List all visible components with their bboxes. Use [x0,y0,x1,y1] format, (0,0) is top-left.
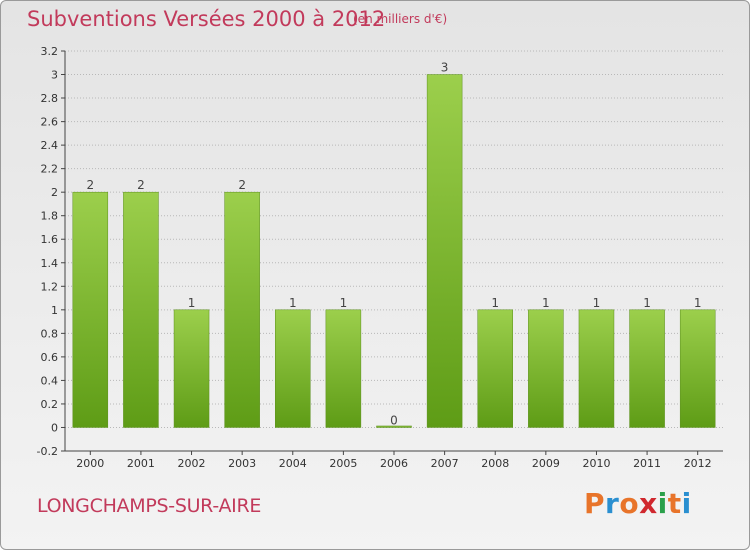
data-label: 2 [86,178,94,192]
bar [426,74,463,428]
logo-letter: i [681,487,692,520]
commune-name: LONGCHAMPS-SUR-AIRE [37,495,262,517]
logo-letter: i [657,487,668,520]
logo-letter: r [605,487,620,520]
data-label: 1 [491,296,499,310]
x-tick-label: 2008 [481,457,509,470]
logo-letter: P [584,487,606,520]
chart-title: Subventions Versées 2000 à 2012 [27,7,386,31]
x-tick-label: 2010 [582,457,610,470]
x-tick-label: 2004 [279,457,307,470]
x-tick-label: 2007 [431,457,459,470]
y-tick-label: 2.6 [41,116,59,129]
bar [578,309,615,428]
grid-lines [65,50,723,452]
y-tick-label: 2 [51,186,58,199]
x-tick-label: 2001 [127,457,155,470]
y-tick-label: 2.4 [41,139,59,152]
y-tick-label: 1.8 [41,210,59,223]
logo-letter: t [667,487,682,520]
data-label: 0 [390,413,398,427]
x-tick-label: 2011 [633,457,661,470]
x-tick-label: 2000 [76,457,104,470]
y-tick-label: 1.2 [41,280,59,293]
bar [123,191,159,428]
bar [72,191,109,428]
y-tick-label: 0.8 [41,327,59,340]
data-label: 1 [340,296,348,310]
bar [325,309,362,428]
y-tick-label: 1 [51,304,58,317]
bar [477,309,513,428]
bar [679,309,716,428]
data-label: 1 [593,296,601,310]
y-tick-label: 1.4 [41,257,59,270]
x-tick-label: 2005 [329,457,357,470]
y-tick-label: 2.2 [41,163,59,176]
bar [376,425,412,428]
y-tick-label: 0 [51,421,58,434]
x-tick-label: 2006 [380,457,408,470]
data-label: 3 [441,61,449,75]
data-label: 1 [643,296,651,310]
y-tick-label: 2.8 [41,92,59,105]
data-labels: 2 2 1 2 1 1 0 3 1 1 1 1 1 [86,61,701,428]
chart-subtitle: (en milliers d'€) [353,12,448,26]
bars [72,74,716,428]
proxiti-logo: Proxiti [584,487,692,520]
logo-letter: o [619,487,640,520]
y-tick-label: 0.2 [41,398,59,411]
x-tick-label: 2003 [228,457,256,470]
y-tick-label: 3 [51,69,58,82]
bar [224,191,260,428]
data-label: 1 [289,296,297,310]
bar [629,309,665,428]
data-label: 1 [694,296,702,310]
y-tick-label: 3.2 [41,45,59,58]
x-tick-label: 2009 [532,457,560,470]
axes [61,50,723,455]
bar [173,309,210,428]
data-label: 1 [542,296,550,310]
bar [275,309,311,428]
x-tick-label: 2002 [178,457,206,470]
x-tick-label: 2012 [684,457,712,470]
tick-labels: -0.2 0 0.2 0.4 0.6 0.8 1 1.2 1.4 1.6 1.8 2 2.2 2.4 2.6… [37,45,712,470]
y-tick-label: -0.2 [37,445,58,458]
bar [528,309,564,428]
logo-letter: x [639,487,658,520]
data-label: 2 [238,178,246,192]
data-label: 1 [188,296,196,310]
y-tick-label: 0.6 [41,351,59,364]
y-tick-label: 0.4 [41,374,59,387]
y-tick-label: 1.6 [41,233,59,246]
data-label: 2 [137,178,145,192]
